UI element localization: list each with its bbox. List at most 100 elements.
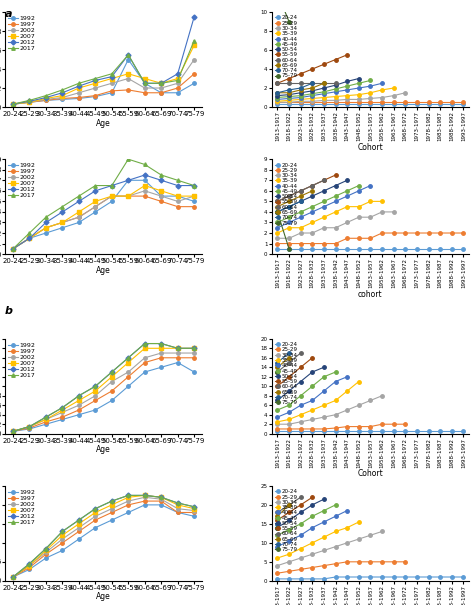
20-24 [274, 575, 280, 583]
Legend: 20-24, 25-29, 30-34, 35-39, 40-44, 45-49, 50-54, 55-59, 60-64, 65-69, 70-74, 75-: 20-24, 25-29, 30-34, 35-39, 40-44, 45-49… [274, 162, 298, 226]
40-44 [333, 198, 338, 205]
1992 [27, 235, 32, 242]
Line: 40-44: 40-44 [276, 82, 384, 101]
70-74 [310, 80, 315, 87]
20-24 [379, 574, 385, 581]
40-44 [333, 378, 338, 385]
35-39 [298, 96, 303, 103]
2017 [43, 413, 49, 420]
1992 [158, 192, 164, 200]
2012 [76, 198, 82, 205]
2002 [142, 84, 147, 91]
60-64 [274, 368, 280, 376]
1997 [175, 203, 181, 211]
1997 [158, 198, 164, 205]
30-34 [356, 96, 362, 103]
35-39 [321, 402, 327, 409]
65-69 [274, 364, 280, 371]
1997 [126, 502, 131, 509]
2007 [109, 75, 115, 82]
2017 [109, 497, 115, 505]
2012 [27, 235, 32, 242]
1992 [191, 80, 197, 87]
Line: 60-64: 60-64 [276, 178, 326, 203]
2017 [10, 245, 16, 252]
40-44 [321, 203, 327, 211]
35-39 [321, 534, 327, 541]
20-24 [391, 428, 397, 435]
2017 [76, 392, 82, 399]
55-59 [333, 171, 338, 178]
20-24 [461, 100, 466, 108]
45-49 [367, 77, 373, 84]
2017 [175, 177, 181, 184]
2017 [92, 505, 98, 512]
Line: 30-34: 30-34 [276, 210, 395, 240]
X-axis label: Age: Age [96, 445, 111, 454]
Line: 1997: 1997 [11, 194, 196, 250]
1992 [92, 93, 98, 100]
20-24 [426, 245, 431, 252]
2012 [60, 208, 65, 215]
40-44 [344, 87, 350, 94]
Line: 35-39: 35-39 [276, 380, 361, 424]
25-29 [310, 564, 315, 571]
65-69 [286, 354, 292, 361]
2007 [10, 574, 16, 581]
30-34 [367, 214, 373, 221]
50-54 [333, 82, 338, 89]
30-34 [367, 95, 373, 102]
Line: 70-74: 70-74 [276, 82, 314, 94]
20-24 [344, 100, 350, 108]
2007 [43, 95, 49, 102]
2007 [191, 505, 197, 512]
20-24 [286, 100, 292, 108]
1997 [109, 87, 115, 94]
25-29 [356, 99, 362, 106]
X-axis label: cohort: cohort [358, 290, 383, 299]
40-44 [310, 397, 315, 404]
35-39 [391, 84, 397, 91]
35-39 [286, 551, 292, 558]
2002 [158, 84, 164, 91]
2017 [43, 92, 49, 99]
45-49 [274, 407, 280, 414]
20-24 [286, 428, 292, 435]
30-34 [333, 411, 338, 418]
45-49 [274, 532, 280, 539]
2012 [43, 219, 49, 226]
2002 [175, 505, 181, 512]
Line: 1992: 1992 [11, 503, 196, 579]
25-29 [344, 423, 350, 430]
Line: 2012: 2012 [11, 173, 196, 250]
50-54 [310, 87, 315, 94]
60-64 [274, 509, 280, 516]
40-44 [298, 214, 303, 221]
2017 [126, 492, 131, 499]
20-24 [274, 100, 280, 108]
35-39 [344, 92, 350, 99]
70-74 [298, 84, 303, 91]
20-24 [449, 428, 455, 435]
Line: 40-44: 40-44 [276, 509, 349, 548]
70-74 [286, 350, 292, 357]
25-29 [344, 235, 350, 242]
50-54 [321, 84, 327, 91]
1997 [76, 94, 82, 101]
25-29 [402, 229, 408, 237]
1992 [191, 368, 197, 376]
50-54 [344, 177, 350, 184]
1997 [191, 70, 197, 77]
Line: 20-24: 20-24 [276, 430, 465, 433]
20-24 [426, 428, 431, 435]
35-39 [298, 224, 303, 231]
45-49 [298, 208, 303, 215]
2002 [175, 350, 181, 357]
20-24 [438, 574, 443, 581]
30-34 [321, 547, 327, 554]
50-54 [333, 182, 338, 189]
Line: 60-64: 60-64 [276, 495, 302, 514]
20-24 [449, 574, 455, 581]
1992 [109, 397, 115, 404]
40-44 [356, 84, 362, 91]
